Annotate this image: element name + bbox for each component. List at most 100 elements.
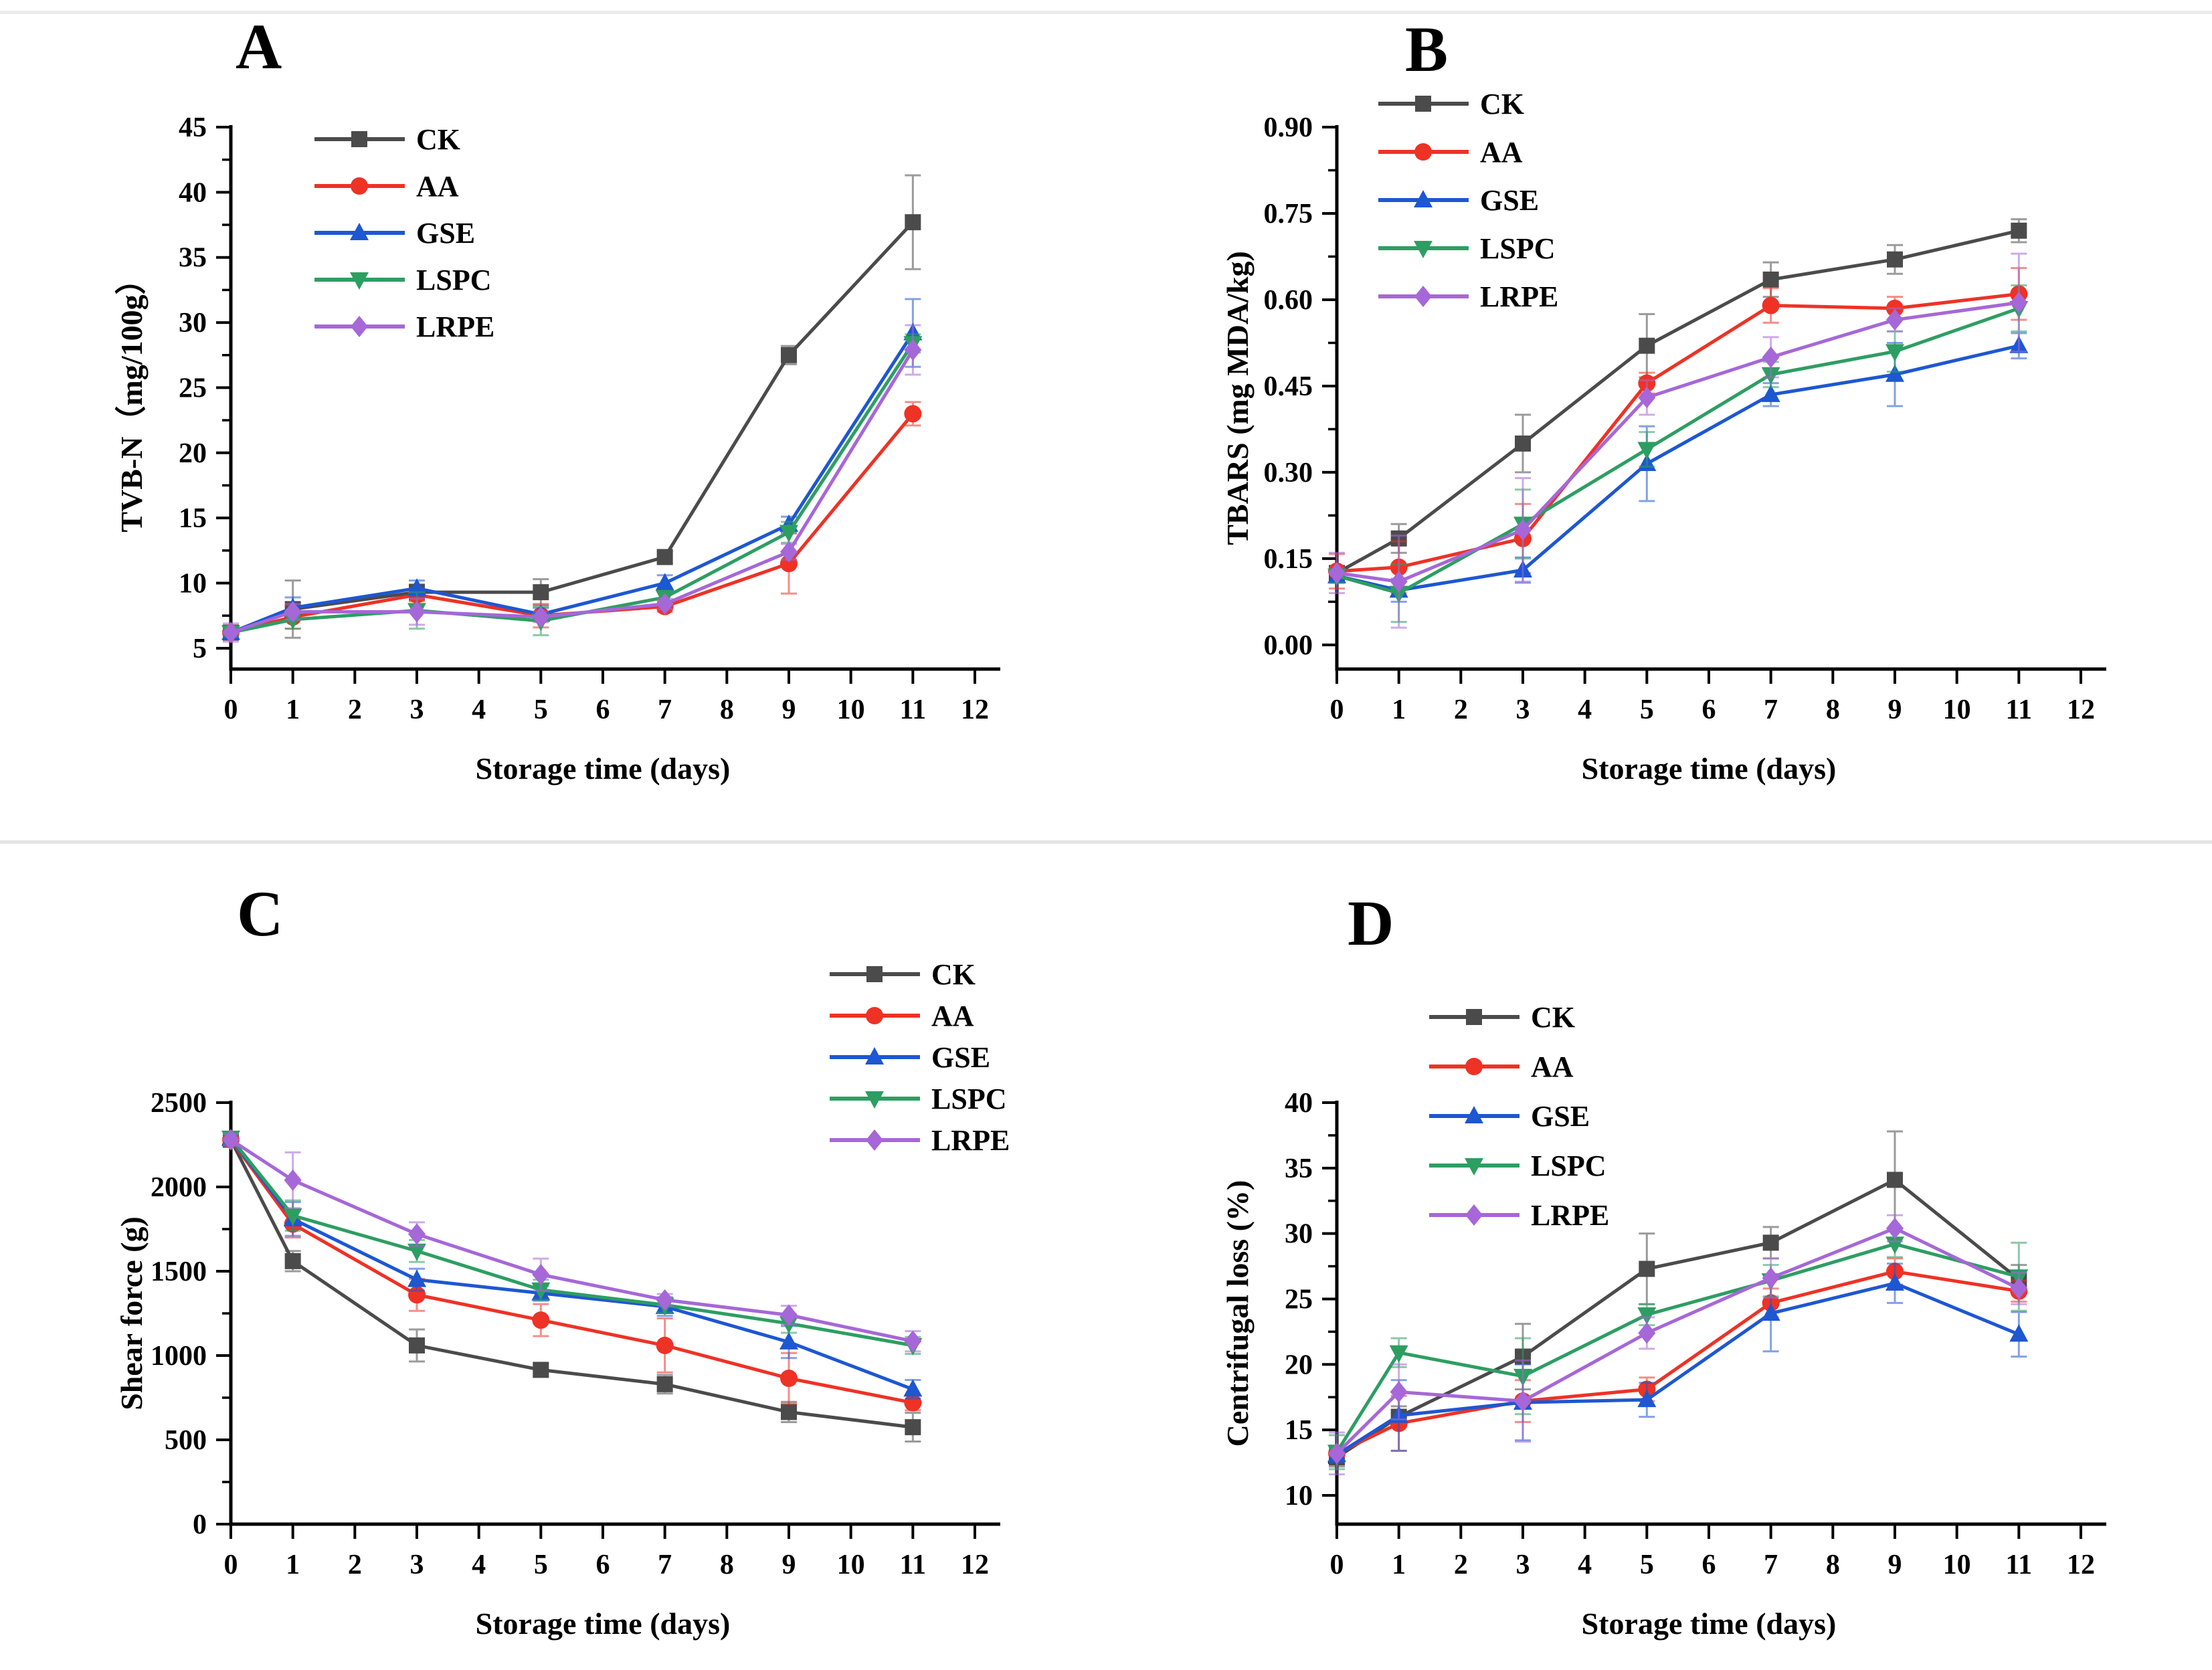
legend-item-AA: AA — [1429, 1050, 1574, 1083]
x-tick-label: 4 — [472, 1550, 486, 1580]
y-axis-title: Centrifugal loss (%) — [1220, 1180, 1255, 1447]
point-GSE — [655, 573, 674, 591]
legend-item-LSPC: LSPC — [1378, 232, 1555, 265]
y-tick-label: 35 — [1285, 1153, 1313, 1184]
legend-marker-LSPC — [350, 272, 369, 290]
point-GSE — [1885, 1273, 1904, 1291]
x-axis-title: Storage time (days) — [1582, 1606, 1837, 1641]
point-LRPE — [1514, 1390, 1532, 1412]
point-CK — [1887, 1172, 1903, 1188]
point-LRPE — [1886, 1217, 1904, 1239]
legend-marker-AA — [1414, 143, 1432, 161]
legend-marker-LSPC — [865, 1091, 884, 1109]
error-bars-LSPC — [1329, 1230, 2027, 1471]
point-CK — [1762, 1234, 1779, 1251]
legend-item-LSPC: LSPC — [314, 264, 491, 296]
point-CK — [1639, 337, 1655, 354]
axes — [229, 125, 1000, 671]
y-axis-ticks: 0 500 1000 1500 2000 2500 — [151, 1088, 231, 1540]
x-axis-title: Storage time (days) — [476, 1606, 731, 1641]
mid-divider-line — [0, 840, 2212, 844]
series-GSE — [221, 1129, 923, 1400]
point-LRPE — [1638, 387, 1656, 409]
y-axis-ticks: 5 10 15 20 25 30 35 40 45 — [179, 112, 231, 664]
point-LRPE — [1762, 346, 1780, 368]
x-tick-label: 7 — [1764, 1550, 1778, 1580]
point-LRPE — [1638, 1322, 1656, 1344]
legend-marker-CK — [351, 131, 367, 147]
point-LRPE — [1328, 1443, 1346, 1465]
y-tick-label: 1500 — [151, 1257, 207, 1287]
x-tick-label: 11 — [2005, 1550, 2032, 1580]
legend-label: LSPC — [1480, 232, 1555, 265]
y-tick-label: 10 — [179, 568, 207, 599]
legend-marker-AA — [866, 1007, 883, 1024]
point-GSE — [1637, 1390, 1657, 1408]
panel-a-letter: A — [236, 11, 282, 82]
y-tick-label: 5 — [193, 634, 207, 664]
legend-label: CK — [1531, 1001, 1575, 1034]
legend-label: GSE — [416, 217, 475, 250]
series-CK — [1329, 218, 2027, 581]
point-AA — [532, 1311, 550, 1329]
axes — [229, 1101, 1000, 1526]
legend-item-AA: AA — [314, 170, 459, 203]
legend-item-AA: AA — [1378, 136, 1523, 169]
series-LSPC — [1327, 284, 2029, 623]
x-tick-label: 4 — [472, 694, 486, 725]
line-CK — [1335, 229, 2019, 575]
x-tick-label: 5 — [534, 1550, 548, 1580]
series-LRPE — [1328, 1214, 2028, 1476]
point-LRPE — [656, 593, 674, 615]
x-axis-ticks: 0 1 2 3 4 5 6 7 8 9 10 11 12 — [224, 669, 989, 725]
point-LRPE — [1390, 1381, 1408, 1403]
legend-item-LRPE: LRPE — [1378, 280, 1558, 313]
x-tick-label: 0 — [1330, 694, 1344, 725]
point-LRPE — [904, 1330, 922, 1352]
x-tick-label: 5 — [534, 694, 548, 725]
x-tick-label: 2 — [1454, 1550, 1468, 1580]
point-LRPE — [780, 1304, 798, 1326]
x-tick-label: 9 — [782, 1550, 796, 1580]
point-GSE — [903, 1379, 923, 1397]
x-tick-label: 10 — [1943, 1550, 1971, 1580]
legend-item-GSE: GSE — [1429, 1100, 1590, 1133]
legend-item-CK: CK — [1378, 88, 1524, 120]
point-GSE — [779, 1331, 798, 1350]
x-tick-label: 3 — [410, 694, 424, 725]
point-LSPC — [1637, 1307, 1657, 1325]
error-bars-LRPE — [1329, 252, 2027, 629]
x-tick-label: 0 — [224, 694, 238, 725]
x-axis-ticks: 0 1 2 3 4 5 6 7 8 9 10 11 12 — [1330, 669, 2095, 725]
legend-label: LRPE — [1480, 280, 1558, 313]
y-tick-label: 10 — [1285, 1481, 1313, 1511]
x-tick-label: 12 — [2067, 1550, 2095, 1580]
point-AA — [1762, 296, 1780, 314]
legend-marker-GSE — [1414, 190, 1433, 207]
point-GSE — [1885, 364, 1904, 382]
series-LRPE — [222, 1129, 922, 1353]
x-tick-label: 0 — [224, 1550, 238, 1580]
legend-marker-GSE — [1465, 1106, 1483, 1123]
point-LRPE — [1762, 1267, 1780, 1289]
legend-item-CK: CK — [830, 958, 976, 991]
point-CK — [781, 1404, 797, 1420]
x-tick-label: 6 — [596, 694, 610, 725]
point-GSE — [1761, 384, 1780, 402]
point-LRPE — [284, 601, 302, 623]
point-LRPE — [1886, 309, 1904, 331]
point-LRPE — [408, 601, 426, 623]
legend-marker-CK — [1415, 96, 1431, 112]
error-bars-AA — [223, 1133, 921, 1412]
legend-label: AA — [1531, 1050, 1574, 1083]
point-GSE — [2009, 1324, 2029, 1342]
y-axis-title: TVB-N（mg/100g） — [114, 264, 149, 532]
point-LSPC — [1637, 442, 1657, 460]
x-tick-label: 5 — [1640, 1550, 1654, 1580]
series-GSE — [221, 298, 923, 640]
legend-marker-LRPE — [866, 1129, 883, 1151]
error-bars-LSPC — [1329, 284, 2027, 623]
legend-marker-LSPC — [1465, 1158, 1483, 1176]
point-LRPE — [1514, 519, 1532, 541]
